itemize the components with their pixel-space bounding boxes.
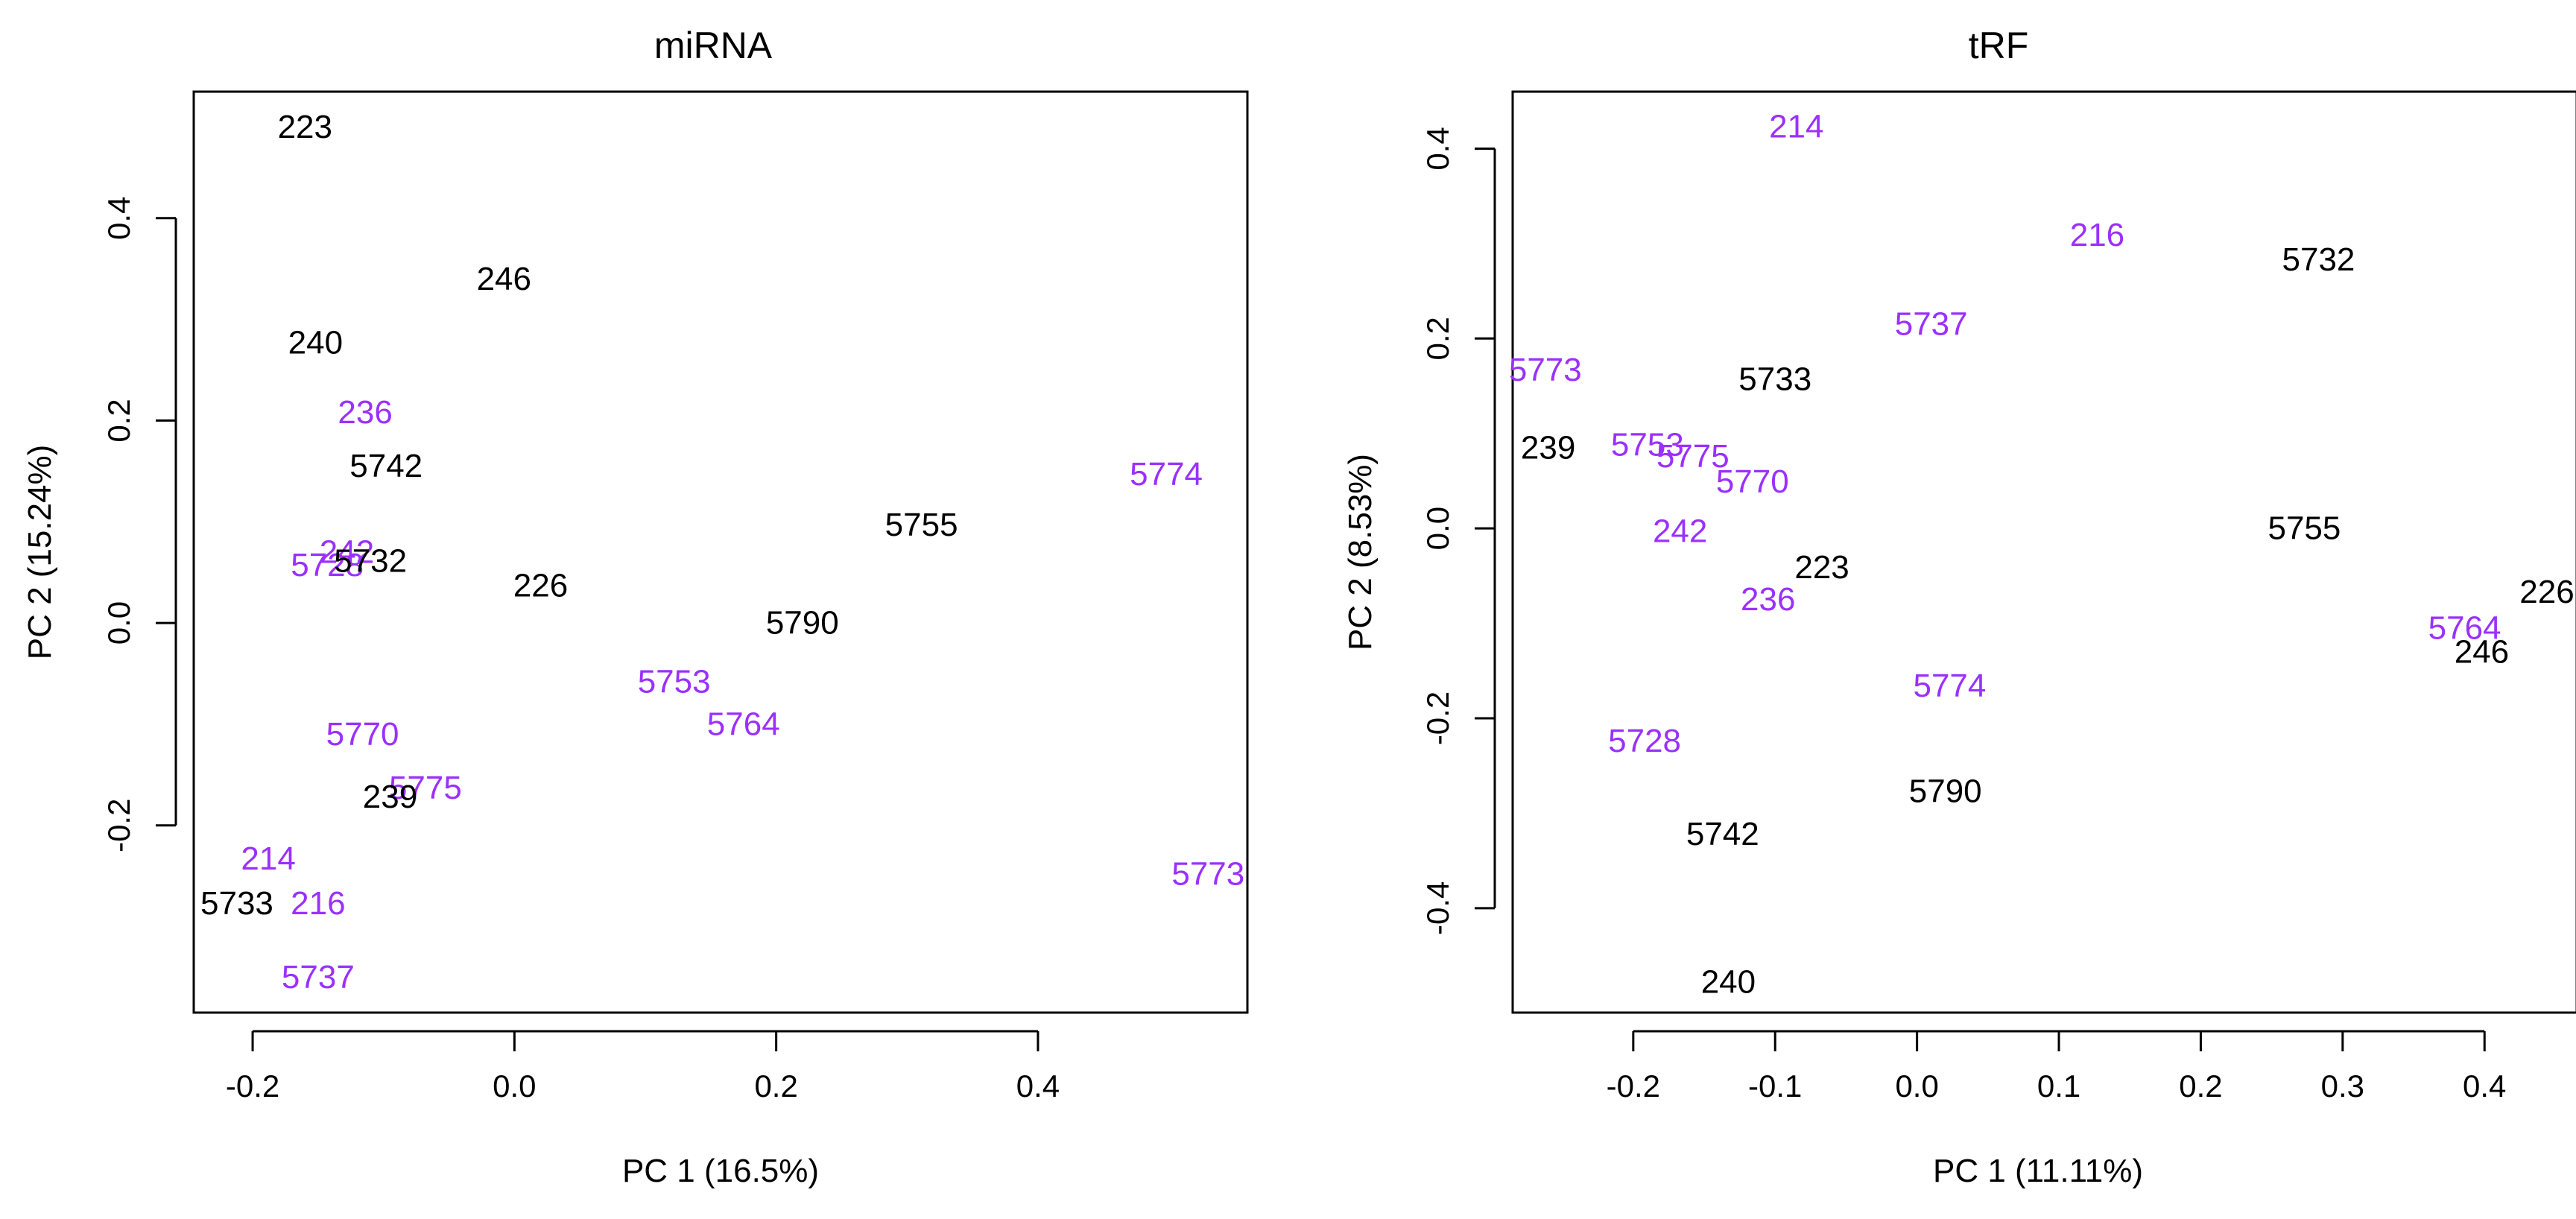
point-label: 5728 (1608, 723, 1681, 759)
point-label: 5753 (638, 663, 711, 700)
point-label: 5732 (334, 543, 407, 580)
y-tick-label: -0.4 (1420, 881, 1455, 935)
point-label: 5790 (1909, 773, 1982, 810)
point-label: 5753 (1611, 427, 1684, 463)
point-label: 5773 (1171, 855, 1244, 892)
point-label: 5728 (291, 547, 364, 583)
point-label: 236 (1741, 581, 1795, 618)
point-label: 246 (477, 261, 531, 297)
point-label: 223 (1794, 549, 1849, 586)
point-label: 5764 (707, 706, 780, 742)
point-label: 214 (241, 840, 295, 877)
trf-panel: tRF -0.2 -0.1 0.0 0.1 0.2 0.3 0.4 -0.4 -0.2 0.0 0… (1342, 25, 2576, 1189)
point-label: 5737 (1895, 306, 1968, 343)
chart-title: miRNA (654, 25, 773, 66)
x-tick-label: 0.1 (2037, 1068, 2080, 1104)
x-axis: -0.2 -0.1 0.0 0.1 0.2 0.3 0.4 (1607, 1030, 2506, 1104)
point-label: 5755 (885, 507, 958, 543)
point-label: 5774 (1913, 668, 1986, 704)
point-label: 216 (2070, 217, 2124, 253)
x-tick-label: 0.0 (493, 1068, 536, 1104)
x-tick-label: 0.3 (2321, 1068, 2364, 1104)
point-label: 240 (1701, 964, 1756, 1001)
point-label: 5774 (1130, 456, 1203, 493)
point-label: 214 (1769, 109, 1823, 145)
y-axis-label: PC 2 (8.53%) (1342, 454, 1379, 650)
y-axis-label: PC 2 (15.24%) (22, 445, 58, 660)
point-label: 236 (338, 394, 392, 431)
point-label: 5775 (389, 770, 462, 806)
x-tick-label: -0.2 (226, 1068, 279, 1104)
point-label: 5737 (282, 959, 355, 995)
point-label: 5755 (2268, 510, 2341, 547)
y-axis: -0.2 0.0 0.2 0.4 (101, 197, 177, 852)
point-label: 240 (288, 324, 343, 361)
point-label: 242 (320, 534, 374, 571)
point-label: 5773 (1509, 352, 1582, 388)
point-label: 226 (2519, 574, 2574, 610)
point-label: 5775 (1656, 438, 1730, 475)
point-label: 5742 (349, 448, 423, 484)
point-label: 5733 (1738, 361, 1811, 398)
y-tick-label: 0.4 (101, 197, 136, 240)
y-tick-label: 0.0 (101, 601, 136, 645)
plot-frame (1511, 90, 2576, 1014)
point-label: 5732 (2282, 241, 2355, 278)
x-tick-label: -0.1 (1748, 1068, 1802, 1104)
point-label: 5742 (1686, 816, 1759, 852)
y-tick-label: 0.0 (1420, 507, 1455, 550)
point-label: 5790 (766, 605, 839, 642)
y-tick-label: -0.2 (1420, 691, 1455, 745)
y-tick-label: 0.4 (1420, 127, 1455, 170)
point-label: 223 (278, 109, 332, 145)
point-label: 239 (363, 779, 417, 815)
point-label: 216 (291, 885, 345, 922)
x-tick-label: 0.2 (754, 1068, 797, 1104)
x-tick-label: -0.2 (1607, 1068, 1660, 1104)
x-axis: -0.2 0.0 0.2 0.4 (226, 1030, 1060, 1104)
point-label: 242 (1653, 513, 1707, 549)
x-tick-label: 0.4 (1016, 1068, 1060, 1104)
point-label: 246 (2455, 633, 2509, 670)
mirna-panel: miRNA -0.2 0.0 0.2 0.4 -0.2 0.0 0.2 0.4 223 246… (22, 25, 1249, 1189)
x-axis-label: PC 1 (11.11%) (1933, 1153, 2143, 1189)
x-tick-label: 0.4 (2463, 1068, 2506, 1104)
point-label: 5764 (2428, 610, 2501, 646)
x-tick-label: 0.0 (1895, 1068, 1938, 1104)
x-tick-label: 0.2 (2179, 1068, 2222, 1104)
y-axis: -0.4 -0.2 0.0 0.2 0.4 (1420, 127, 1496, 935)
y-tick-label: 0.2 (1420, 317, 1455, 360)
x-axis-label: PC 1 (16.5%) (622, 1153, 819, 1189)
point-label: 5733 (200, 885, 273, 922)
plot-frame (192, 90, 1249, 1014)
chart-title: tRF (1969, 25, 2029, 66)
point-label: 5770 (326, 716, 399, 753)
y-tick-label: 0.2 (101, 399, 136, 442)
point-label: 5770 (1716, 463, 1789, 500)
point-label: 239 (1521, 429, 1575, 466)
data-labels: 214 216 5732 5737 5773 5733 239 575357755770242… (1509, 109, 2575, 1001)
y-tick-label: -0.2 (101, 799, 136, 852)
point-label: 226 (513, 567, 568, 604)
